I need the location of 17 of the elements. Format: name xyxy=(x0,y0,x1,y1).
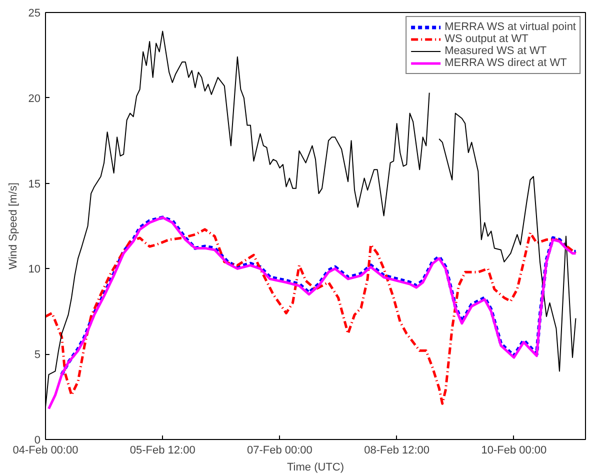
x-tick-label: 10-Feb 00:00 xyxy=(481,444,547,456)
legend-label: WS output at WT xyxy=(444,33,528,45)
x-tick-label: 05-Feb 12:00 xyxy=(130,444,196,456)
x-axis-title: Time (UTC) xyxy=(286,462,344,474)
x-tick-label: 08-Feb 12:00 xyxy=(364,444,430,456)
legend-label: MERRA WS direct at WT xyxy=(444,57,567,69)
y-tick-label: 25 xyxy=(28,8,41,20)
y-tick-label: 0 xyxy=(34,434,41,446)
legend-label: MERRA WS at virtual point xyxy=(444,21,576,33)
x-tick-label: 07-Feb 00:00 xyxy=(247,444,312,456)
y-tick-label: 5 xyxy=(34,349,41,362)
y-tick-label: 10 xyxy=(28,264,41,276)
legend-label: Measured WS at WT xyxy=(444,45,547,57)
y-axis-title: Wind Speed [m/s] xyxy=(7,182,20,270)
x-tick-label: 04-Feb 00:00 xyxy=(12,444,78,456)
y-tick-label: 20 xyxy=(28,92,41,105)
y-tick-label: 15 xyxy=(28,178,41,190)
